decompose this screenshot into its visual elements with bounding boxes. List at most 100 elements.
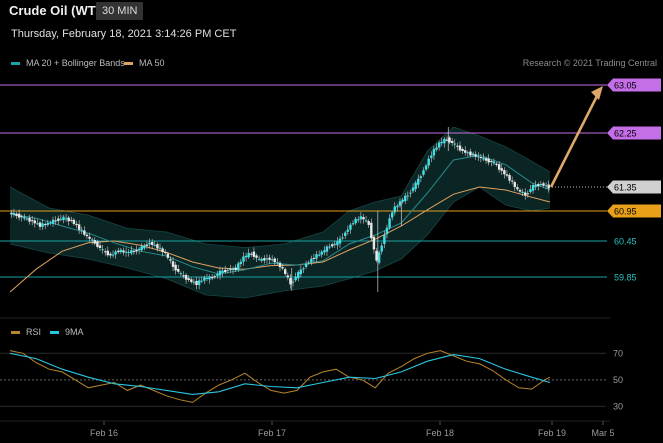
candle-body: [304, 263, 308, 267]
candle-body: [77, 224, 81, 230]
candle-body: [20, 216, 23, 218]
candle-body: [396, 205, 399, 208]
candle-body: [38, 222, 42, 227]
candle-body: [291, 281, 295, 283]
candle-body: [422, 170, 425, 175]
rsi-swatch: [11, 330, 20, 334]
candle-body: [122, 250, 125, 253]
bollinger-band: [10, 127, 550, 298]
candle-body: [132, 250, 136, 252]
candle-body: [166, 253, 170, 258]
candle-body: [456, 145, 459, 147]
candle-body: [440, 141, 443, 144]
credit-text: Research © 2021 Trading Central: [522, 58, 657, 68]
candle-body: [411, 187, 415, 192]
candle-body: [375, 250, 378, 261]
candle-body: [148, 242, 151, 245]
candle-body: [414, 182, 417, 190]
candle-body: [229, 269, 232, 271]
ma9-swatch: [50, 330, 59, 334]
candle-body: [529, 189, 532, 192]
candle-body: [276, 262, 279, 264]
candle-body: [135, 249, 138, 252]
rsi-ma9-line: [9, 352, 551, 395]
candle-body: [67, 217, 70, 222]
candle-body: [424, 165, 428, 170]
candle-body: [320, 251, 323, 255]
level-tag: [607, 126, 661, 140]
candle-body: [231, 268, 235, 271]
candle-body: [244, 255, 248, 258]
candle-body: [404, 195, 407, 202]
candle-body: [284, 269, 287, 274]
candle-body: [57, 218, 60, 221]
legend-9ma: 9MA: [50, 327, 84, 337]
candle-body: [516, 187, 519, 190]
candle-body: [435, 147, 438, 150]
candle-body: [286, 275, 290, 278]
candle-body: [137, 248, 141, 250]
candle-body: [464, 150, 467, 153]
bollinger-lower: [9, 186, 551, 299]
timestamp: Thursday, February 18, 2021 3:14:26 PM C…: [11, 28, 237, 40]
candle-body: [432, 148, 436, 156]
ma50-label: MA 50: [139, 58, 165, 68]
candle-body: [469, 151, 472, 156]
candle-body: [88, 236, 91, 239]
candle-body: [370, 222, 373, 239]
candle-body: [458, 145, 462, 151]
timeframe-button[interactable]: 30 MIN: [96, 2, 144, 20]
candle-body: [490, 161, 493, 162]
candle-body: [182, 275, 185, 277]
candle-body: [213, 276, 216, 278]
candle-body: [200, 280, 203, 282]
candle-body: [542, 183, 545, 186]
candle-body: [114, 251, 117, 255]
candle-body: [544, 185, 548, 187]
candle-body: [336, 241, 339, 246]
candle-body: [364, 220, 368, 222]
level-label: 63.05: [614, 80, 637, 90]
candle-body: [140, 246, 143, 251]
candle-body: [265, 258, 269, 260]
candle-body: [158, 247, 162, 249]
candle-body: [106, 250, 110, 256]
candle-body: [130, 250, 133, 254]
level-tag: [607, 78, 661, 92]
candle-body: [263, 258, 266, 261]
candle-body: [127, 252, 130, 253]
candle-body: [503, 170, 506, 175]
x-tick-label: Feb 18: [426, 428, 454, 438]
ma50-line: [9, 186, 551, 293]
candle-body: [145, 244, 149, 246]
candle-body: [216, 274, 219, 276]
rsi-tick-label: 70: [613, 349, 623, 359]
candle-body: [171, 261, 175, 267]
candle-body: [192, 281, 196, 283]
candle-body: [325, 246, 329, 252]
candle-body: [161, 248, 164, 253]
candle-body: [539, 184, 543, 185]
candle-body: [362, 217, 365, 220]
candle-body: [153, 244, 156, 246]
candle-body: [357, 219, 360, 221]
candle-body: [453, 143, 456, 145]
candle-body: [124, 251, 128, 253]
candle-body: [531, 184, 535, 191]
candle-body: [111, 254, 115, 256]
candle-body: [367, 221, 370, 225]
candle-body: [174, 264, 177, 271]
candle-body: [344, 232, 347, 236]
candle-body: [205, 278, 209, 279]
candle-body: [302, 268, 305, 270]
projection-arrow: [549, 93, 600, 188]
x-tick-label: Feb 17: [258, 428, 286, 438]
candle-body: [471, 153, 475, 156]
candle-body: [83, 230, 86, 235]
candle-body: [346, 229, 350, 232]
candle-body: [119, 249, 123, 253]
candle-body: [341, 237, 344, 239]
candle-body: [187, 278, 190, 280]
level-label: 61.35: [614, 182, 637, 192]
